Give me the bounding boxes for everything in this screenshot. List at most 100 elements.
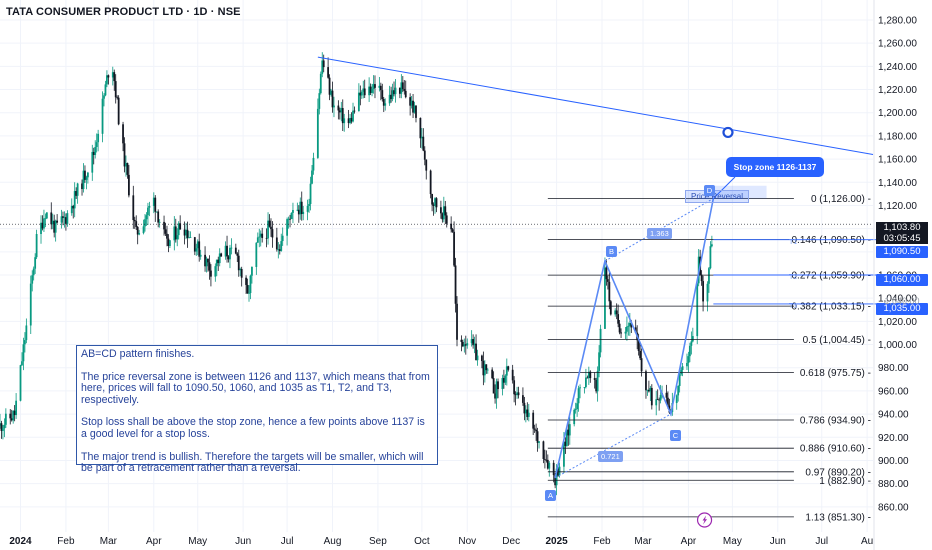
candle-body	[404, 90, 407, 98]
candle-body	[505, 366, 508, 376]
candle-body	[494, 393, 496, 399]
candle-body	[220, 253, 223, 257]
candle-body	[230, 247, 233, 249]
candle-body	[199, 254, 202, 257]
candle-body	[34, 257, 37, 269]
candle-body	[368, 86, 371, 96]
candle-body	[125, 162, 127, 167]
price-tick-label: 1,140.00	[878, 178, 917, 189]
candle-body	[208, 262, 211, 271]
candle-body	[51, 220, 54, 225]
candle-body	[328, 77, 331, 95]
price-tick-label: 940.00	[878, 410, 909, 421]
candle-body	[606, 279, 609, 282]
price-tick-label: 900.00	[878, 456, 909, 467]
candle-body	[333, 105, 335, 108]
candle-body	[620, 332, 622, 334]
candle-body	[24, 340, 26, 345]
price-tick-label: 1,240.00	[878, 62, 917, 73]
candle-body	[19, 365, 22, 401]
time-tick-label: 2025	[545, 536, 568, 547]
candle-body	[85, 177, 88, 180]
candle-body	[614, 310, 617, 315]
candle-body	[599, 328, 602, 353]
candle-body	[655, 399, 658, 406]
stop-zone-callout[interactable]: Stop zone 1126-1137	[726, 157, 824, 177]
candle-body	[271, 229, 274, 238]
candle-body	[422, 136, 425, 151]
candle-body	[341, 108, 344, 124]
candle-body	[696, 283, 699, 337]
candle-body	[585, 377, 587, 388]
candle-body	[278, 249, 281, 251]
candle-body	[302, 211, 305, 214]
candle-body	[626, 326, 628, 332]
candle-body	[183, 229, 186, 236]
target-t2-tag: 1,060.00	[876, 274, 928, 286]
fib-level-label: 0.272 (1,059.90) -	[792, 271, 872, 282]
candle-body	[189, 237, 192, 238]
point-c[interactable]: C	[670, 430, 681, 441]
candle-body	[486, 369, 489, 371]
candle-body	[473, 343, 476, 346]
candle-body	[91, 151, 94, 173]
candle-body	[299, 201, 302, 215]
candle-body	[586, 377, 589, 379]
candle-body	[700, 274, 703, 282]
candle-body	[353, 110, 356, 112]
candle-body	[645, 371, 647, 391]
abcd-bd-leg	[604, 198, 714, 262]
candle-body	[205, 258, 208, 267]
candle-body	[94, 146, 97, 155]
candle-body	[564, 441, 567, 446]
candle-body	[104, 84, 107, 96]
candle-body	[234, 247, 237, 254]
candle-body	[300, 201, 303, 214]
candle-body	[177, 223, 180, 236]
candle-body	[306, 205, 309, 212]
candle-body	[583, 387, 586, 388]
candle-body	[308, 204, 310, 206]
candle-body	[50, 212, 53, 225]
candle-body	[312, 157, 315, 171]
current-price: 1,103.80	[883, 222, 921, 233]
candle-body	[40, 222, 42, 235]
candle-body	[349, 117, 351, 124]
candle-body	[423, 150, 426, 160]
candle-body	[640, 358, 643, 372]
candle-body	[343, 118, 346, 124]
candle-body	[429, 170, 432, 195]
candle-body	[311, 170, 313, 184]
candle-body	[15, 400, 18, 416]
candle-body	[568, 424, 571, 436]
point-a[interactable]: A	[545, 490, 556, 501]
price-tick-label: 1,000.00	[878, 340, 917, 351]
price-tick-label: 920.00	[878, 433, 909, 444]
price-reversal-zone[interactable]: Price Reversal	[685, 190, 749, 203]
candle-body	[72, 205, 75, 209]
candle-body	[248, 293, 250, 294]
candle-body	[103, 95, 105, 99]
candle-body	[12, 410, 15, 421]
point-b[interactable]: B	[606, 246, 617, 257]
candle-body	[675, 395, 678, 404]
fib-level-label: 1 (882.90) -	[819, 476, 871, 487]
candle-body	[702, 281, 704, 302]
time-tick-label: Mar	[100, 536, 118, 547]
candle-body	[634, 327, 637, 333]
candle-body	[226, 245, 228, 257]
candle-body	[567, 429, 570, 436]
candle-body	[133, 220, 136, 222]
price-tick-label: 1,280.00	[878, 16, 917, 27]
candle-body	[352, 110, 354, 122]
candle-body	[535, 429, 538, 432]
candle-body	[275, 237, 278, 250]
target-t1-label: T1	[789, 239, 798, 246]
point-d[interactable]: D	[704, 185, 715, 196]
candle-body	[2, 428, 4, 431]
candle-body	[138, 233, 141, 235]
callout-pointer	[712, 176, 736, 199]
candle-body	[574, 409, 577, 410]
note-line: The major trend is bullish. Therefore th…	[81, 450, 424, 475]
current-price-tag: 1,103.80 03:05:45	[876, 222, 928, 244]
